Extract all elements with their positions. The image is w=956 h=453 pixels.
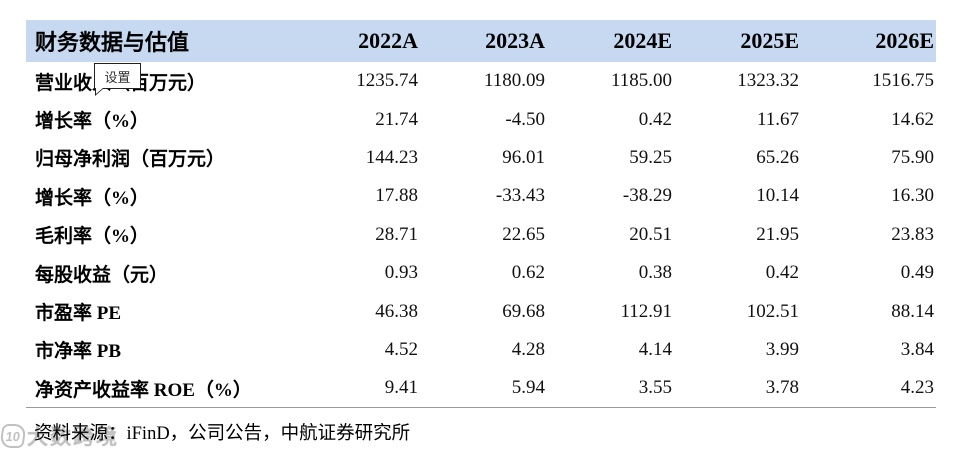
metric-value: -38.29: [622, 185, 672, 207]
table-row: 市盈率 PE 46.38 69.68 112.91 102.51 88.14: [26, 292, 936, 330]
metric-value: 4.52: [384, 338, 418, 360]
metric-label: 市盈率 PE: [35, 303, 122, 325]
metric-label: 市净率 PB: [35, 341, 122, 363]
metric-value: 65.26: [756, 146, 799, 168]
source-note: 资料来源：iFinD，公司公告，中航证券研究所: [34, 424, 411, 444]
metric-value: 0.42: [765, 262, 799, 284]
metric-value: 1323.32: [737, 70, 799, 92]
metric-value: 0.42: [638, 108, 672, 130]
metric-value: 1185.00: [610, 70, 672, 92]
metric-value: 0.62: [511, 262, 545, 284]
metric-value: 0.93: [384, 262, 418, 284]
metric-label: 净资产收益率 ROE（%）: [26, 369, 293, 409]
table-row: 每股收益（元） 0.93 0.62 0.38 0.42 0.49: [26, 254, 936, 292]
metric-value: 4.14: [638, 338, 672, 360]
metric-value: 4.28: [511, 338, 545, 360]
metric-value: 16.30: [891, 185, 934, 207]
metric-value: 96.01: [502, 146, 545, 168]
metric-value: 28.71: [375, 223, 418, 245]
table-row: 增长率（%） 17.88 -33.43 -38.29 10.14 16.30: [26, 177, 936, 215]
metric-label: 毛利率（%）: [35, 226, 150, 248]
metric-value: 10.14: [756, 185, 799, 207]
metric-value: 0.38: [638, 262, 672, 284]
financial-data-table: 财务数据与估值 2022A 2023A 2024E 2025E 2026E 营业…: [26, 20, 936, 409]
header-year-2024e: 2024E: [613, 28, 672, 53]
metric-value: 69.68: [502, 300, 545, 322]
metric-value: 21.74: [375, 108, 418, 130]
metric-value: -4.50: [505, 108, 545, 130]
metric-value: 4.23: [801, 369, 936, 409]
header-year-2022a: 2022A: [358, 28, 418, 53]
metric-label: 归母净利润（百万元）: [35, 149, 226, 171]
metric-value: 23.83: [891, 223, 934, 245]
metric-value: 102.51: [746, 300, 799, 322]
metric-label: 每股收益（元）: [35, 264, 169, 286]
table-row: 营业收入（百万元） 1235.74 1180.09 1185.00 1323.3…: [26, 62, 936, 100]
metric-label: 增长率（%）: [35, 111, 150, 133]
metric-value: 1180.09: [483, 70, 545, 92]
watermark-logo-icon: 10: [0, 424, 27, 448]
metric-value: 46.38: [375, 300, 418, 322]
table-header-row: 财务数据与估值 2022A 2023A 2024E 2025E 2026E: [26, 20, 936, 62]
metric-value: 3.84: [900, 338, 934, 360]
metric-value: 75.90: [891, 146, 934, 168]
metric-value: 144.23: [365, 146, 418, 168]
metric-value: 3.55: [547, 369, 674, 409]
header-metric-title: 财务数据与估值: [35, 30, 190, 55]
table-row: 市净率 PB 4.52 4.28 4.14 3.99 3.84: [26, 331, 936, 369]
metric-value: 9.41: [293, 369, 420, 409]
metric-value: 3.78: [674, 369, 801, 409]
metric-value: 59.25: [629, 146, 672, 168]
metric-value: 5.94: [420, 369, 547, 409]
metric-value: 1516.75: [872, 70, 934, 92]
table-row: 毛利率（%） 28.71 22.65 20.51 21.95 23.83: [26, 216, 936, 254]
metric-value: 112.91: [620, 300, 672, 322]
metric-value: 21.95: [756, 223, 799, 245]
metric-value: 17.88: [375, 185, 418, 207]
settings-tooltip-button[interactable]: 设置: [94, 63, 141, 96]
table-row: 净资产收益率 ROE（%） 9.41 5.94 3.55 3.78 4.23: [26, 369, 936, 409]
header-year-2026e: 2026E: [875, 28, 934, 53]
metric-value: 1235.74: [356, 70, 418, 92]
table-row: 归母净利润（百万元） 144.23 96.01 59.25 65.26 75.9…: [26, 139, 936, 177]
metric-value: 0.49: [900, 262, 934, 284]
metric-value: 14.62: [891, 108, 934, 130]
header-year-2025e: 2025E: [740, 28, 799, 53]
metric-label: 增长率（%）: [35, 187, 150, 209]
metric-value: -33.43: [495, 185, 545, 207]
metric-value: 11.67: [756, 108, 799, 130]
metric-label: 营业收入（百万元）: [26, 62, 293, 100]
metric-value: 22.65: [502, 223, 545, 245]
metric-value: 88.14: [891, 300, 934, 322]
table-row: 增长率（%） 21.74 -4.50 0.42 11.67 14.62: [26, 100, 936, 138]
metric-value: 3.99: [765, 338, 799, 360]
settings-tooltip-label: 设置: [104, 69, 131, 85]
metric-value: 20.51: [629, 223, 672, 245]
header-year-2023a: 2023A: [485, 28, 545, 53]
